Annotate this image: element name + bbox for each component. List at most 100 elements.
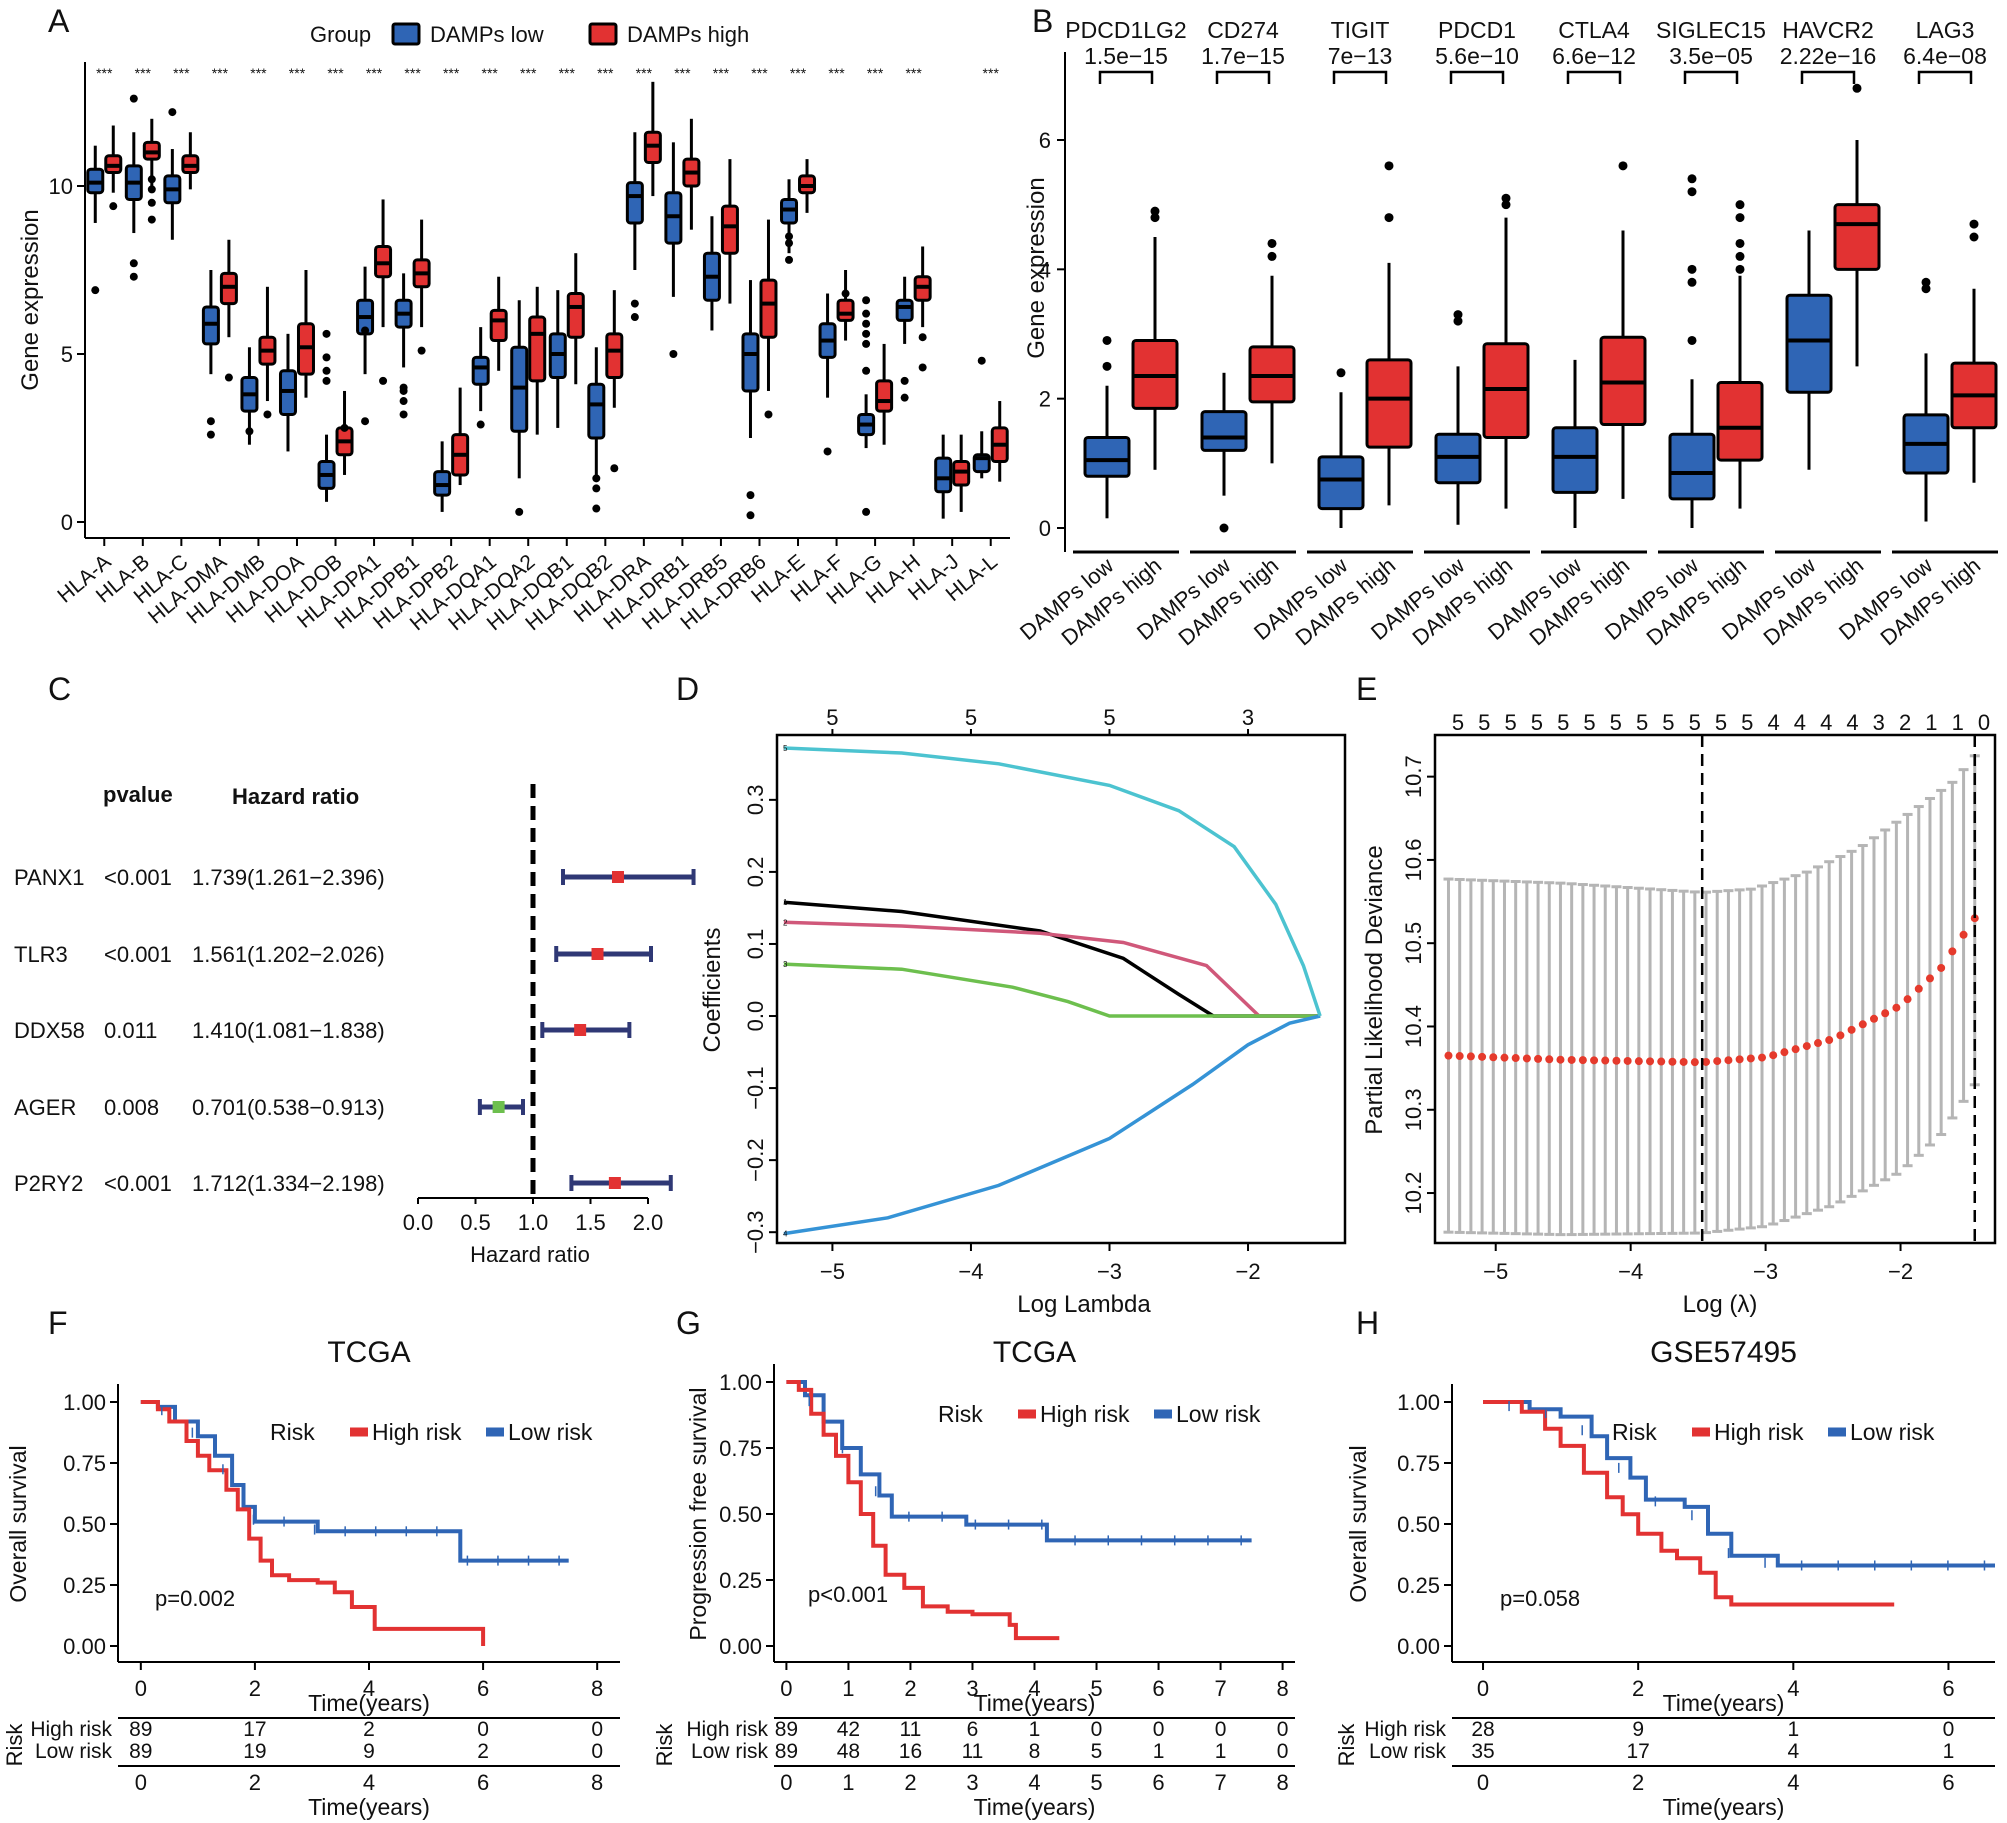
panelC-x-tick-label: 0.5 — [460, 1210, 491, 1235]
panelB-outlier — [1735, 238, 1745, 248]
panelA-signif: *** — [674, 65, 691, 81]
panelA-outlier — [340, 423, 349, 432]
panelG-risk-x-label: Time(years) — [974, 1794, 1096, 1820]
panelA-outlier — [322, 353, 331, 362]
panelG-risk-count: 16 — [899, 1740, 922, 1763]
panelA-outlier — [147, 215, 156, 224]
panelC-hr-point — [611, 871, 624, 883]
panelE-top-label: 5 — [1662, 710, 1674, 735]
panelC-hr-text: 0.701(0.538−0.913) — [192, 1095, 385, 1120]
panelB-signif-bracket — [1566, 70, 1622, 84]
panelG-risk-count: 0 — [1153, 1718, 1165, 1741]
panelG-curve-high — [786, 1380, 1060, 1641]
panelE-cv-point — [1657, 1057, 1666, 1066]
panelB-signif-bracket — [1683, 70, 1739, 84]
panelF-risk-x-label: Time(years) — [308, 1794, 430, 1820]
panelG-risk-x-tick-label: 4 — [1028, 1770, 1040, 1795]
panelG-risk-count: 48 — [837, 1740, 860, 1763]
panelH-risk-row-label: Low risk — [1369, 1740, 1447, 1763]
panelA-box-high-box — [605, 332, 624, 380]
panelC-gene-label: AGER — [14, 1095, 76, 1120]
panelE-cv-point — [1892, 1003, 1901, 1012]
panelA-outlier — [129, 272, 138, 281]
panelH-y-tick-label: 0.50 — [1397, 1512, 1440, 1537]
panelA-outlier — [823, 447, 832, 456]
panelE-top-label: 1 — [1925, 710, 1937, 735]
panelG-risk-x-tick-label: 8 — [1276, 1770, 1288, 1795]
panelA-box-high-box — [720, 204, 739, 255]
panelE-cv-point — [1623, 1056, 1632, 1065]
panelA-outlier — [785, 232, 794, 241]
panelD-series-label: 2 — [783, 918, 788, 927]
panelH-x-tick-label: 6 — [1942, 1676, 1954, 1701]
panelE-top-label: 5 — [1504, 710, 1516, 735]
panelH-title: GSE57495 — [1650, 1336, 1797, 1369]
panelB-outlier — [1735, 213, 1745, 223]
panelF-y-tick-label: 0.00 — [63, 1634, 106, 1659]
panelF-y-tick-label: 0.50 — [63, 1512, 106, 1537]
panelH-curve-high — [1483, 1400, 1895, 1607]
panelD-y-tick-label: −0.2 — [743, 1138, 768, 1181]
panelE-cv-point — [1813, 1039, 1822, 1048]
panelB-pvalue: 6.6e−12 — [1552, 43, 1636, 69]
panelD-top-label: 5 — [1103, 705, 1115, 730]
panelC-gene-label: PANX1 — [14, 865, 85, 890]
panelB-signif-bracket — [1098, 70, 1154, 84]
panelG-risk-x-tick-label: 2 — [904, 1770, 916, 1795]
panelB-box-low-box — [1200, 410, 1248, 452]
panelE-cv-point — [1780, 1048, 1789, 1057]
panelE-cv-point — [1791, 1045, 1800, 1054]
panelA-outlier — [862, 329, 871, 338]
panelA-outlier — [361, 326, 370, 335]
panelH-y-tick-label: 0.00 — [1397, 1634, 1440, 1659]
panelC-x-tick-label: 1.5 — [575, 1210, 606, 1235]
panelE-x-tick-label: −5 — [1483, 1259, 1508, 1284]
panelH-risk-count: 4 — [1787, 1740, 1799, 1763]
panelB-gene-label: CD274 — [1207, 17, 1279, 43]
panelG-x-tick-label: 5 — [1090, 1676, 1102, 1701]
panel-label-D: D — [676, 671, 699, 707]
panelA-signif: *** — [482, 65, 499, 81]
panelA-box-low-box — [625, 181, 644, 225]
panelA-box-high-box — [566, 292, 585, 339]
panelG-risk-x-tick-label: 0 — [780, 1770, 792, 1795]
panelA-outlier — [630, 299, 639, 308]
panelE-cv-point — [1925, 974, 1934, 983]
panelF-risk-title: Risk — [2, 1723, 27, 1767]
panelG-risk-count: 1 — [1153, 1740, 1165, 1763]
panelF-risk-x-tick-label: 6 — [477, 1770, 489, 1795]
panelB-box-high-box — [1716, 381, 1764, 462]
panelB-outlier — [1687, 264, 1697, 274]
panelA-outlier — [862, 309, 871, 318]
panelA-outlier — [379, 376, 388, 385]
panelE-cv-point — [1769, 1051, 1778, 1060]
panelE-cv-point — [1690, 1058, 1699, 1067]
panelD-series-4 — [783, 1014, 1321, 1236]
panelE-cv-point — [1858, 1020, 1867, 1029]
panelC-x-label: Hazard ratio — [470, 1242, 590, 1267]
panelF-x-tick-label: 0 — [135, 1676, 147, 1701]
panelE-top-label: 5 — [1557, 710, 1569, 735]
panelA-outlier — [147, 198, 156, 207]
panelG-y-label: Progression free survival — [685, 1387, 711, 1640]
panelE-cv-point — [1534, 1054, 1543, 1063]
panelB-pvalue: 1.7e−15 — [1201, 43, 1285, 69]
panelA-box-high-box — [528, 315, 547, 383]
panel-label-A: A — [48, 3, 70, 39]
panelA-box-low-box — [934, 456, 953, 494]
panelA-outlier — [129, 94, 138, 103]
panelD-y-tick-label: −0.3 — [743, 1210, 768, 1253]
panelD-series-3 — [783, 962, 1321, 1018]
panelB-outlier — [1921, 277, 1931, 287]
panelE-cv-point — [1545, 1055, 1554, 1064]
panelE-y-tick-label: 10.3 — [1401, 1088, 1426, 1131]
panelG-risk-count: 1 — [1029, 1718, 1041, 1741]
panelC-x-tick-label: 0.0 — [403, 1210, 434, 1235]
panelA-signif: *** — [828, 65, 845, 81]
panelB-outlier — [1102, 361, 1112, 371]
panelA-signif: *** — [327, 65, 344, 81]
panelA-outlier — [630, 313, 639, 322]
panelE-cv-point — [1489, 1053, 1498, 1062]
panelG-y-tick-label: 0.75 — [719, 1436, 762, 1461]
panelA-signif: *** — [597, 65, 614, 81]
